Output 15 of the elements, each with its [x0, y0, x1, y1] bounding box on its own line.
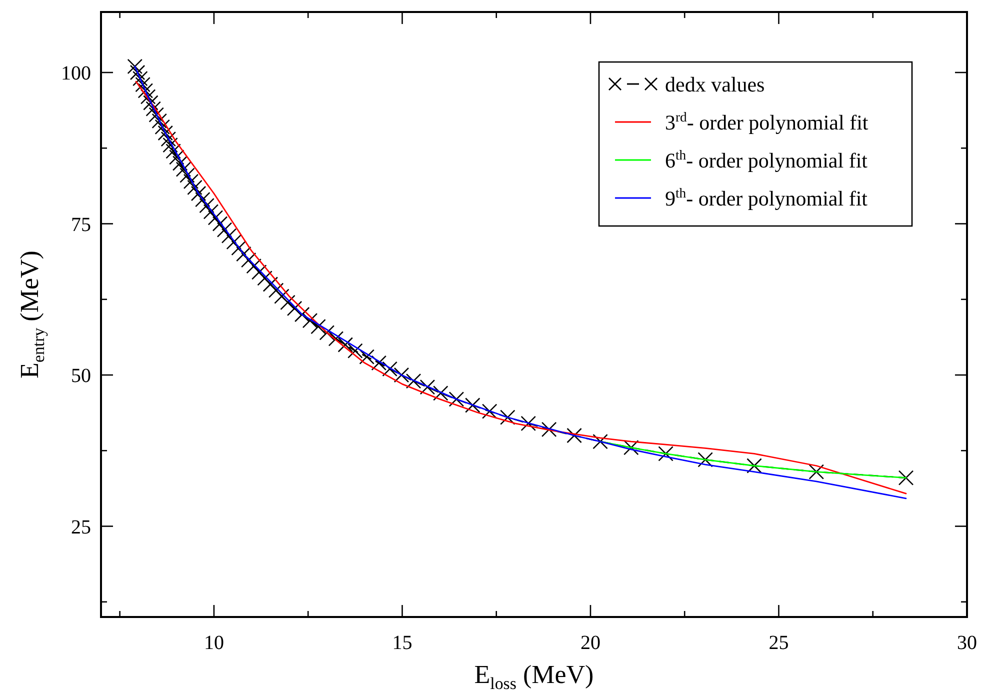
legend-label: 6$^{th}$- order polynomial fit [665, 146, 868, 172]
x-tick-label: 10 [204, 632, 224, 654]
x-axis-title: E$_{loss}$ (MeV) [474, 660, 594, 691]
y-tick-label: 50 [71, 365, 91, 387]
legend-label: 9$^{th}$- order polynomial fit [665, 184, 868, 210]
x-tick-label: 15 [392, 632, 412, 654]
x-tick-label: 20 [580, 632, 600, 654]
y-tick-label: 75 [71, 214, 91, 236]
x-tick-label: 25 [768, 632, 789, 654]
legend-label: 3$^{rd}$- order polynomial fit [665, 108, 868, 134]
legend-label: dedx values [665, 72, 765, 96]
y-tick-label: 100 [61, 62, 91, 84]
x-tick-label: 30 [957, 632, 977, 654]
y-tick-label: 25 [71, 516, 91, 538]
line-series [600, 440, 907, 479]
